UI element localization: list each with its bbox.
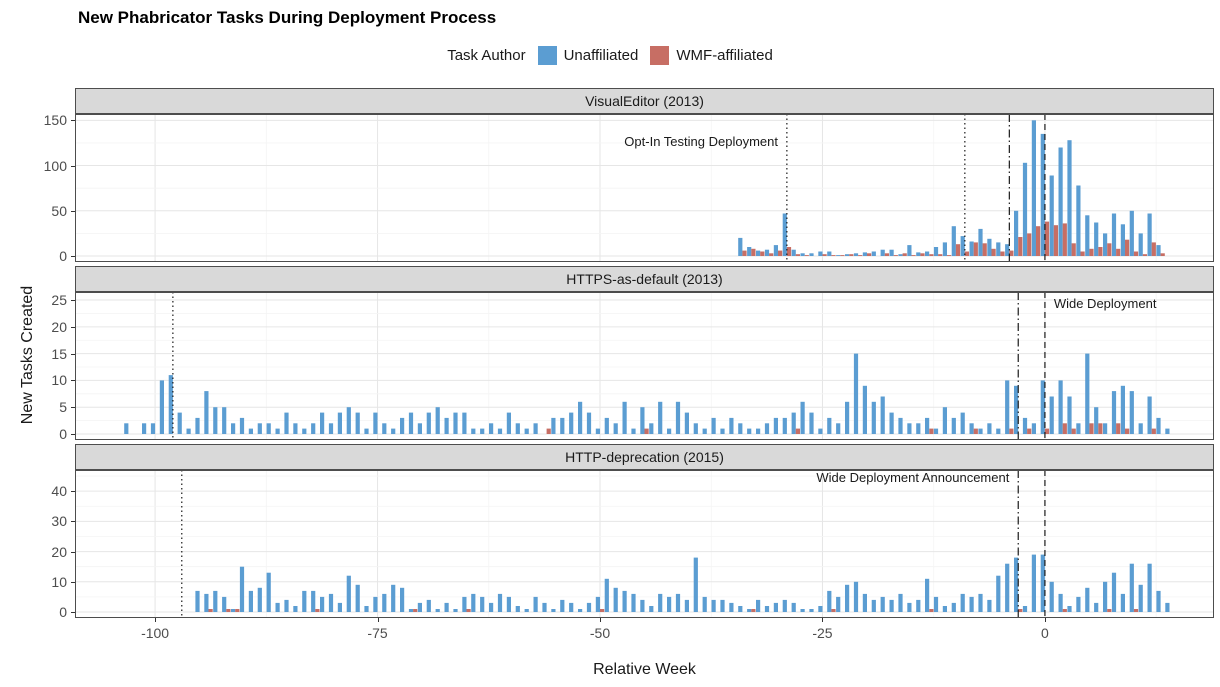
legend-label-unaffiliated: Unaffiliated [563, 46, 639, 64]
facet-strip-visualeditor: VisualEditor (2013) [75, 88, 1214, 114]
y-tick-label: 10 [51, 573, 67, 590]
y-tick-label: 15 [51, 345, 67, 362]
x-tick-label: -100 [141, 625, 170, 641]
y-tick-label: 100 [43, 157, 67, 174]
facet-panel-http-deprecation: Wide Deployment Announcement [75, 470, 1214, 618]
facet-https-default: HTTPS-as-default (2013) Wide Deployment [75, 266, 1214, 440]
y-tick-mark [71, 581, 75, 583]
facet-panel-https-default: Wide Deployment [75, 292, 1214, 440]
y-tick-label: 50 [51, 202, 67, 219]
y-tick-label: 5 [59, 399, 67, 416]
y-tick-mark [71, 491, 75, 493]
y-tick-label: 0 [59, 248, 67, 264]
x-tick-mark [377, 618, 379, 622]
y-tick-label: 30 [51, 513, 67, 530]
x-tick-mark [155, 618, 157, 622]
facet-strip-https-default: HTTPS-as-default (2013) [75, 266, 1214, 292]
y-tick-mark [71, 300, 75, 302]
x-tick-label: -50 [589, 625, 611, 641]
svg-text:Wide Deployment: Wide Deployment [1054, 296, 1157, 311]
legend-label-wmf: WMF-affiliated [676, 46, 773, 64]
y-tick-label: 0 [59, 604, 67, 620]
y-tick-mark [71, 165, 75, 167]
y-tick-label: 20 [51, 543, 67, 560]
x-tick-mark [1044, 618, 1046, 622]
page-title: New Phabricator Tasks During Deployment … [78, 8, 497, 27]
y-tick-mark [71, 120, 75, 122]
facet-visualeditor: VisualEditor (2013) Opt-In Testing Deplo… [75, 88, 1214, 262]
y-tick-mark [71, 407, 75, 409]
y-tick-mark [71, 521, 75, 523]
facet-http-deprecation: HTTP-deprecation (2015) Wide Deployment … [75, 444, 1214, 618]
x-tick-mark [600, 618, 601, 622]
x-tick-mark [822, 618, 824, 622]
wmf-swatch-icon [650, 45, 670, 65]
y-tick-mark [71, 326, 75, 328]
y-tick-mark [71, 210, 75, 212]
y-tick-label: 150 [43, 112, 67, 129]
y-tick-label: 25 [51, 292, 67, 309]
x-tick-label: 0 [1041, 625, 1049, 641]
x-axis-title: Relative Week [593, 661, 696, 678]
x-tick-label: -25 [812, 625, 833, 641]
facet-panel-visualeditor: Opt-In Testing Deployment [75, 114, 1214, 262]
svg-text:Wide Deployment Announcement: Wide Deployment Announcement [816, 470, 1009, 485]
y-tick-mark [71, 353, 75, 355]
y-tick-mark [71, 256, 75, 257]
y-tick-mark [71, 612, 75, 613]
legend-title: Task Author [447, 46, 526, 64]
legend: Task Author Unaffiliated WMF-affiliated [0, 40, 1220, 70]
y-tick-mark [71, 380, 75, 382]
y-tick-label: 40 [51, 483, 67, 500]
y-tick-mark [71, 551, 75, 553]
y-tick-label: 0 [59, 426, 67, 442]
legend-entry-unaffiliated: Unaffiliated [537, 45, 639, 65]
unaffiliated-swatch-icon [537, 45, 557, 65]
y-tick-label: 10 [51, 372, 67, 389]
y-tick-label: 20 [51, 318, 67, 335]
x-tick-label: -75 [367, 625, 388, 641]
svg-text:Opt-In Testing Deployment: Opt-In Testing Deployment [624, 134, 778, 149]
facet-strip-http-deprecation: HTTP-deprecation (2015) [75, 444, 1214, 470]
y-tick-mark [71, 434, 75, 435]
legend-entry-wmf: WMF-affiliated [650, 45, 773, 65]
